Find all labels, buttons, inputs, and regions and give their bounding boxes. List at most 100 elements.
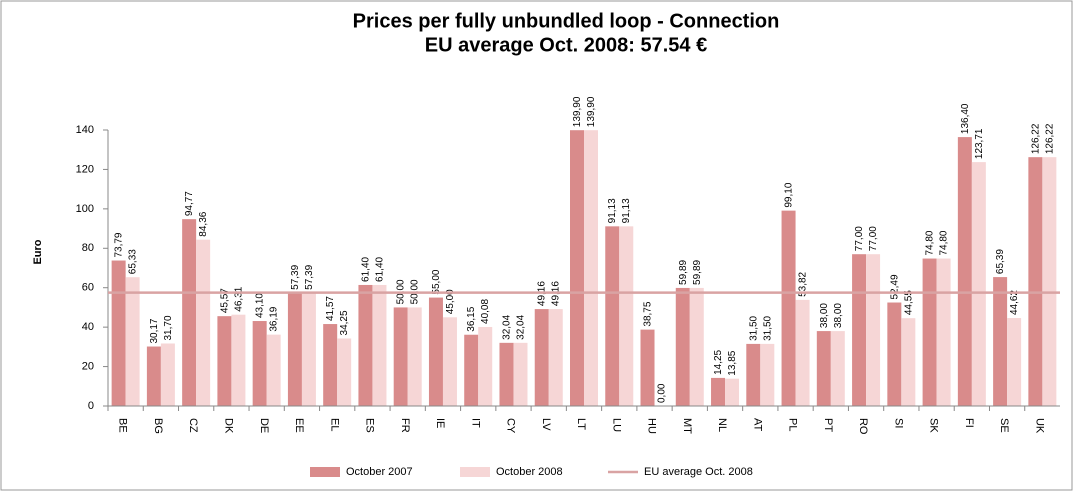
x-tick-label: ES — [364, 418, 376, 433]
bar — [196, 239, 211, 406]
bar — [217, 316, 232, 406]
value-label: 45,57 — [219, 288, 230, 313]
bar — [358, 284, 373, 406]
value-label: 57,39 — [304, 264, 315, 289]
value-label: 74,80 — [939, 230, 950, 255]
value-label: 126,22 — [1044, 123, 1055, 154]
bar — [499, 342, 514, 406]
x-tick-label: RO — [857, 418, 869, 435]
value-label: 77,00 — [854, 226, 865, 251]
bar — [146, 346, 161, 406]
value-label: 41,57 — [325, 296, 336, 321]
value-label: 32,04 — [515, 314, 526, 339]
bar — [464, 334, 479, 406]
bar — [936, 258, 951, 406]
value-label: 38,00 — [819, 303, 830, 328]
x-tick-label: EL — [328, 418, 340, 431]
x-tick-label: MT — [681, 418, 693, 434]
bar — [231, 314, 246, 406]
value-label: 99,10 — [784, 182, 795, 207]
value-label: 40,08 — [480, 299, 491, 324]
value-label: 139,90 — [586, 96, 597, 127]
value-label: 57,39 — [290, 264, 301, 289]
bar — [111, 260, 126, 406]
value-label: 31,70 — [163, 315, 174, 340]
bar — [301, 292, 316, 406]
x-tick-label: EE — [293, 418, 305, 433]
x-tick-label: UK — [1033, 418, 1045, 434]
x-tick-label: IT — [469, 418, 481, 428]
bar — [393, 307, 408, 406]
chart-subtitle: EU average Oct. 2008: 57.54 € — [425, 34, 707, 56]
bar — [922, 258, 937, 406]
value-label: 36,19 — [269, 306, 280, 331]
x-tick-label: LV — [540, 418, 552, 431]
x-tick-label: CZ — [187, 418, 199, 433]
y-tick-label: 60 — [82, 282, 94, 294]
value-label: 45,00 — [445, 289, 456, 314]
value-label: 43,10 — [255, 293, 266, 318]
bar — [781, 210, 796, 406]
bar — [640, 329, 655, 406]
value-label: 34,25 — [339, 310, 350, 335]
bar — [372, 284, 387, 406]
bar — [1042, 157, 1057, 406]
value-label: 61,40 — [374, 256, 385, 281]
y-axis-label: Euro — [32, 239, 44, 264]
bar — [852, 254, 867, 406]
bar — [957, 137, 972, 406]
x-tick-label: BG — [152, 418, 164, 434]
value-label: 65,33 — [128, 249, 139, 274]
bar — [619, 226, 634, 406]
x-tick-label: LU — [610, 418, 622, 432]
x-tick-label: FI — [963, 418, 975, 428]
value-label: 139,90 — [572, 96, 583, 127]
value-label: 38,00 — [833, 303, 844, 328]
legend-label: October 2007 — [346, 466, 413, 478]
value-label: 91,13 — [621, 198, 632, 223]
x-tick-label: IE — [434, 418, 446, 428]
bar — [513, 342, 528, 406]
value-label: 53,82 — [798, 271, 809, 296]
value-label: 77,00 — [868, 226, 879, 251]
bar — [478, 326, 493, 406]
value-label: 36,15 — [466, 306, 477, 331]
bar — [675, 287, 690, 406]
bar — [816, 331, 831, 406]
legend-label: EU average Oct. 2008 — [644, 466, 753, 478]
x-tick-label: CY — [505, 418, 517, 434]
bar — [323, 324, 338, 406]
bar — [182, 219, 197, 406]
bar — [570, 130, 584, 406]
value-label: 94,77 — [184, 191, 195, 216]
x-tick-label: SK — [928, 418, 940, 433]
y-tick-label: 120 — [76, 163, 94, 175]
x-tick-label: HU — [646, 418, 658, 434]
bar — [534, 309, 549, 406]
bar — [266, 334, 281, 406]
bar — [725, 378, 740, 406]
value-label: 31,50 — [748, 315, 759, 340]
value-label: 91,13 — [607, 198, 618, 223]
x-tick-label: NL — [716, 418, 728, 432]
value-label: 73,79 — [114, 232, 125, 257]
bar — [689, 287, 704, 406]
value-label: 84,36 — [198, 211, 209, 236]
bar — [605, 226, 620, 406]
bar — [428, 297, 443, 406]
value-label: 14,25 — [713, 349, 724, 374]
x-tick-label: DK — [223, 418, 235, 434]
value-label: 44,62 — [1009, 290, 1020, 315]
value-label: 74,80 — [925, 230, 936, 255]
value-label: 31,50 — [762, 315, 773, 340]
y-tick-label: 40 — [82, 321, 94, 333]
bar — [887, 302, 902, 406]
value-label: 38,75 — [643, 301, 654, 326]
bar — [407, 307, 422, 406]
x-tick-label: AT — [751, 418, 763, 432]
bar — [287, 292, 302, 406]
y-tick-label: 0 — [88, 400, 94, 412]
bar — [711, 377, 726, 406]
